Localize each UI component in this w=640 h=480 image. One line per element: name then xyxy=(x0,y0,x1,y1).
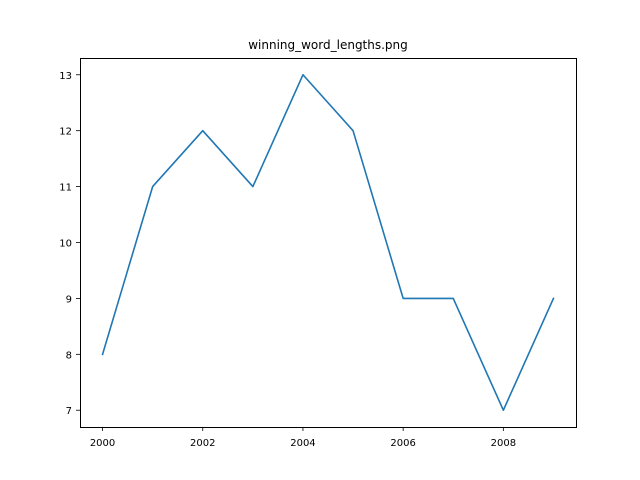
series xyxy=(101,73,555,412)
plot-frame xyxy=(80,58,577,428)
y-tick-label: 13 xyxy=(59,71,72,82)
y-tick-label: 8 xyxy=(66,350,72,361)
y-tick-label: 7 xyxy=(66,406,72,417)
chart-title: winning_word_lengths.png xyxy=(248,38,408,52)
y-tick-label: 12 xyxy=(59,127,72,138)
y-tick-label: 9 xyxy=(66,294,72,305)
x-tick-label: 2008 xyxy=(491,438,516,449)
x-tick-label: 2006 xyxy=(390,438,415,449)
y-tick-label: 10 xyxy=(59,239,72,250)
y-tick-label: 11 xyxy=(59,183,72,194)
x-tick-label: 2004 xyxy=(290,438,315,449)
ticks: 2000 2002 2004 2006 2008 7 8 9 10 11 12 13 xyxy=(59,71,516,449)
series-line xyxy=(101,73,555,412)
x-tick-label: 2000 xyxy=(90,438,115,449)
x-tick-label: 2002 xyxy=(190,438,215,449)
